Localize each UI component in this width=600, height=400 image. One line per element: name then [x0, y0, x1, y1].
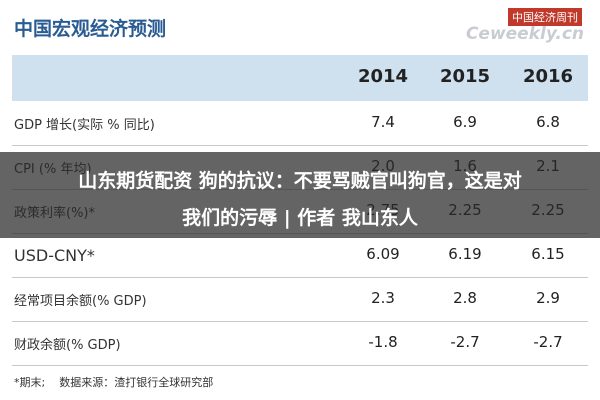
column-header: 2015: [439, 66, 491, 87]
overlay-text: 山东期货配资 狗的抗议：不要骂贼官叫狗官，这是对: [78, 170, 522, 192]
row-label: GDP 增长(实际 % 同比): [14, 118, 155, 133]
logo: 中国经济周刊: [508, 8, 582, 26]
title: 中国宏观经济预测: [14, 18, 167, 40]
logo-url: Ceweekly.cn: [465, 24, 584, 44]
cell: 2.3: [371, 289, 395, 307]
footnote: *期末; 数据来源：渣打银行全球研究部: [14, 376, 214, 389]
cell: 6.8: [536, 113, 560, 131]
header-band: [12, 55, 588, 101]
cell: 6.19: [448, 245, 482, 263]
cell: 6.09: [366, 245, 400, 263]
row-label: USD-CNY*: [14, 246, 95, 265]
table-row: [12, 277, 588, 322]
table-row: [12, 101, 588, 146]
row-label: 财政余额(% GDP): [14, 338, 121, 353]
cell: -1.8: [368, 333, 398, 351]
cell: -2.7: [533, 333, 563, 351]
column-header: 2016: [522, 66, 574, 87]
cell: 6.9: [453, 113, 477, 131]
table-row: [12, 233, 588, 278]
cell: 6.15: [531, 245, 565, 263]
overlay-text: 我们的污辱 | 作者 我山东人: [182, 207, 418, 229]
overlay-band: [0, 152, 600, 238]
column-header: 2014: [357, 66, 409, 87]
row-label: 经常项目余额(% GDP): [14, 294, 147, 309]
cell: 2.8: [453, 289, 477, 307]
cell: -2.7: [450, 333, 480, 351]
cell: 2.9: [536, 289, 560, 307]
table-row: [12, 321, 588, 366]
cell: 7.4: [371, 113, 395, 131]
